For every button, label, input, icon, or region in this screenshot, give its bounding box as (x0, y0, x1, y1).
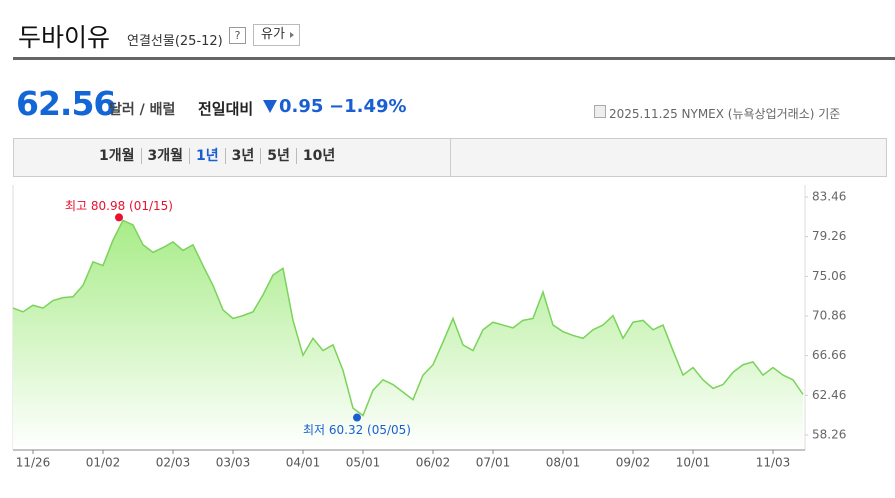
y-tick-label: 83.46 (812, 189, 846, 203)
low-marker (353, 413, 361, 422)
down-arrow (263, 100, 277, 113)
area-fill (13, 220, 803, 450)
price-value: 62.56 (16, 84, 116, 123)
change-percent: −1.49% (329, 96, 407, 117)
subtitle: 연결선물(25-12) (127, 34, 223, 49)
period-tab[interactable]: 1년 (189, 148, 225, 164)
change-value: 0.95 (279, 96, 324, 117)
y-tick-label: 66.66 (812, 348, 846, 362)
high-marker (115, 213, 123, 222)
tab-divider (450, 138, 451, 177)
help-button[interactable]: ? (229, 27, 246, 44)
tab-list: 1개월 3개월 1년 3년 5년 10년 (99, 148, 341, 164)
x-tick-label: 10/01 (676, 456, 711, 470)
y-tick-label: 70.86 (812, 308, 846, 322)
x-tick-label: 11/26 (16, 456, 51, 470)
low-annotation: 최저 60.32 (05/05) (303, 423, 411, 437)
x-tick-label: 11/03 (756, 456, 791, 470)
period-tab[interactable]: 5년 (260, 148, 296, 164)
price-line (12, 219, 804, 417)
period-tab[interactable]: 3년 (224, 148, 261, 164)
x-tick-label: 04/01 (286, 456, 321, 470)
y-tick-label: 62.46 (812, 388, 846, 402)
source: 2025.11.25 NYMEX (뉴욕상업거래소) 기준 (609, 107, 841, 121)
x-tick-label: 09/02 (616, 456, 651, 470)
header-rule (13, 57, 895, 60)
source-icon (594, 105, 606, 118)
title: 두바이유 (18, 23, 111, 52)
category-button[interactable]: 유가 (253, 24, 300, 46)
change-label: 전일대비 (198, 100, 254, 118)
x-tick-label: 05/01 (346, 456, 381, 470)
y-tick-label: 58.26 (812, 427, 846, 441)
period-tab[interactable]: 1개월 (99, 148, 135, 164)
period-tab[interactable]: 10년 (295, 148, 341, 164)
period-tab[interactable]: 3개월 (140, 148, 190, 164)
x-tick-label: 06/02 (416, 456, 451, 470)
x-tick-label: 03/03 (216, 456, 251, 470)
y-tick-label: 79.26 (812, 229, 846, 243)
x-tick-label: 08/01 (546, 456, 581, 470)
y-tick-label: 75.06 (812, 269, 846, 283)
x-tick-label: 01/02 (86, 456, 121, 470)
high-annotation: 최고 80.98 (01/15) (65, 199, 173, 213)
x-tick-label: 02/03 (156, 456, 191, 470)
x-tick-label: 07/01 (476, 456, 511, 470)
price-unit: 달러 / 배럴 (109, 102, 176, 118)
